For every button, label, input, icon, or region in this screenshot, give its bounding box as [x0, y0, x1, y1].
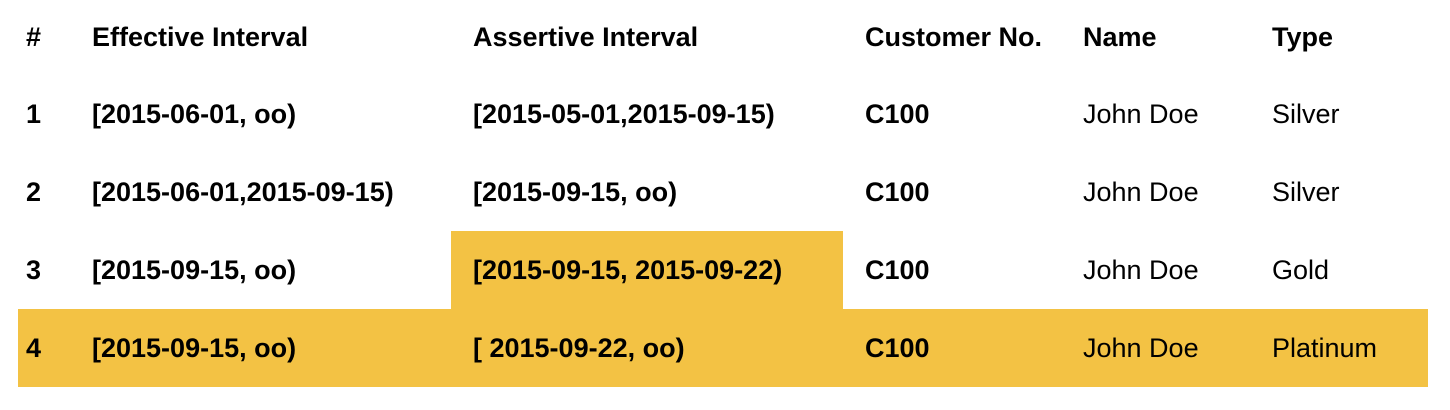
col-header-customer-no: Customer No. [865, 22, 1043, 52]
table-row-highlighted: 4 [2015-09-15, oo) [ 2015-09-22, oo) C10… [18, 309, 1428, 387]
assertive-interval-cell-highlighted: [2015-09-15, 2015-09-22) [451, 231, 843, 309]
row-number: 2 [26, 176, 42, 207]
effective-interval-cell: [2015-06-01, oo) [92, 98, 297, 129]
effective-interval-cell: [2015-09-15, oo) [92, 309, 451, 387]
col-header-assertive-interval: Assertive Interval [473, 22, 699, 52]
col-header-name: Name [1083, 22, 1157, 52]
effective-interval-cell: [2015-09-15, oo) [92, 254, 297, 285]
effective-interval-cell: [2015-06-01,2015-09-15) [92, 176, 394, 207]
row-number: 1 [26, 98, 42, 129]
table-row: 3 [2015-09-15, oo) [2015-09-15, 2015-09-… [18, 231, 1428, 309]
name-cell: John Doe [1083, 254, 1199, 285]
name-cell: John Doe [1083, 176, 1199, 207]
row-number: 4 [18, 309, 92, 387]
col-header-type: Type [1272, 22, 1334, 52]
customer-no-cell: C100 [865, 254, 930, 285]
assertive-interval-cell: [2015-09-15, oo) [473, 176, 678, 207]
type-cell: Platinum [1272, 309, 1428, 387]
row-number: 3 [26, 254, 42, 285]
name-cell: John Doe [1083, 98, 1199, 129]
bitemporal-table: # Effective Interval Assertive Interval … [18, 0, 1428, 387]
assertive-interval-cell: [2015-05-01,2015-09-15) [473, 98, 775, 129]
assertive-interval-cell: [ 2015-09-22, oo) [451, 309, 843, 387]
type-cell: Silver [1272, 98, 1340, 129]
type-cell: Silver [1272, 176, 1340, 207]
customer-no-cell: C100 [843, 309, 1083, 387]
customer-no-cell: C100 [865, 98, 930, 129]
col-header-number: # [26, 22, 42, 52]
name-cell: John Doe [1083, 309, 1272, 387]
table-row: 1 [2015-06-01, oo) [2015-05-01,2015-09-1… [18, 75, 1428, 153]
type-cell: Gold [1272, 254, 1330, 285]
table-row: 2 [2015-06-01,2015-09-15) [2015-09-15, o… [18, 153, 1428, 231]
table-header-row: # Effective Interval Assertive Interval … [18, 0, 1428, 75]
customer-no-cell: C100 [865, 176, 930, 207]
col-header-effective-interval: Effective Interval [92, 22, 309, 52]
